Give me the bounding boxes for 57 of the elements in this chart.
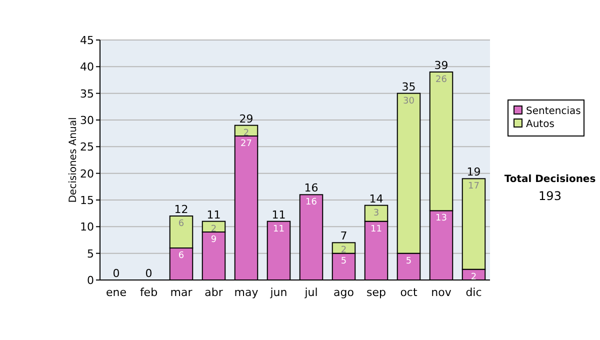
x-tick-label: may (234, 286, 259, 299)
y-axis-title: Decisiones Anual (68, 117, 79, 203)
total-label: 35 (402, 80, 416, 94)
data-label: 6 (178, 219, 184, 229)
total-label: 16 (304, 182, 318, 195)
y-tick-label: 10 (80, 220, 94, 234)
data-label: 16 (306, 198, 318, 208)
total-label: 11 (272, 208, 286, 222)
x-tick-label: ene (106, 286, 127, 299)
total-label: 14 (369, 192, 384, 206)
data-label: 17 (468, 182, 480, 192)
total-label: 39 (434, 59, 448, 72)
data-label: 2 (243, 128, 250, 138)
y-tick-label: 30 (80, 114, 94, 127)
x-tick-label: ago (334, 286, 354, 299)
x-tick-label: abr (204, 286, 224, 299)
data-label: 5 (340, 256, 347, 266)
data-label: 11 (273, 224, 284, 234)
text: 193 (538, 189, 562, 203)
y-tick-label: 40 (80, 60, 94, 74)
data-label: 30 (403, 96, 415, 106)
total-label: 19 (466, 166, 481, 179)
x-tick-label: dic (466, 286, 482, 299)
data-label: 5 (406, 256, 412, 266)
data-label: 26 (436, 75, 448, 85)
x-tick-label: nov (431, 286, 452, 299)
legend-label: Autos (526, 119, 554, 130)
x-tick-label: mar (170, 286, 193, 299)
y-tick-label: 25 (80, 140, 94, 154)
data-label: 13 (436, 214, 447, 224)
x-tick-label: jul (304, 286, 318, 299)
y-tick-label: 45 (80, 34, 94, 47)
y-tick-label: 35 (80, 87, 94, 100)
total-label: 29 (239, 112, 254, 126)
data-label: 9 (210, 235, 217, 245)
text: Total Decisiones (504, 174, 596, 185)
total-label: 0 (145, 267, 152, 280)
data-label: 3 (373, 208, 380, 218)
x-tick-label: jun (269, 286, 288, 299)
data-label: 2 (210, 224, 217, 234)
data-label: 27 (240, 139, 252, 149)
x-tick-label: oct (400, 286, 418, 299)
x-tick-label: feb (140, 286, 158, 299)
total-label: 0 (112, 267, 120, 280)
data-label: 6 (178, 251, 184, 261)
total-label: 7 (340, 230, 348, 243)
data-label: 2 (470, 272, 477, 282)
total-label: 12 (174, 203, 188, 216)
y-tick-label: 15 (80, 194, 94, 207)
legend-label: Sentencias (526, 106, 581, 117)
y-tick-label: 0 (87, 274, 94, 287)
data-label: 2 (340, 246, 347, 256)
y-tick-label: 5 (87, 247, 94, 260)
x-tick-label: sep (366, 286, 386, 299)
y-tick-label: 20 (80, 167, 94, 180)
total-label: 11 (206, 208, 221, 222)
data-label: 11 (370, 224, 382, 234)
